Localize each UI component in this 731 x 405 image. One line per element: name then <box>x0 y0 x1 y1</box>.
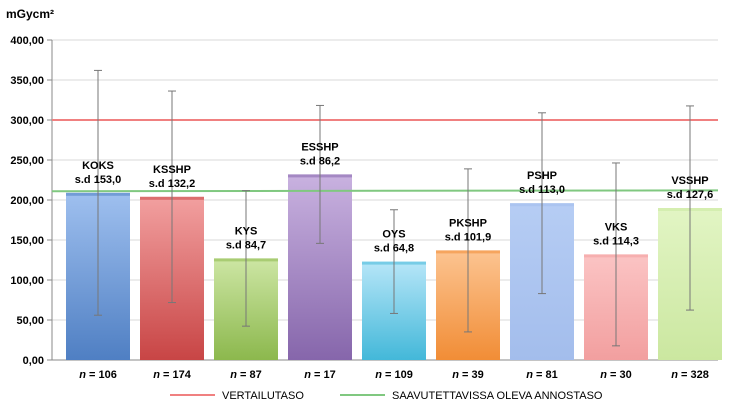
bar-labels: KOKS s.d 153,0 KSSHP s.d 132,2 KYS s.d 84,7 ES… <box>75 141 713 254</box>
n-label: n = 109 <box>375 369 413 381</box>
n-value: = 81 <box>533 369 558 381</box>
n-label: n = 87 <box>230 369 262 381</box>
n-symbol: n <box>600 369 607 381</box>
sd-label: s.d 114,3 <box>593 235 639 247</box>
category-label: KSSHP <box>153 164 191 176</box>
error-bars <box>94 69 694 347</box>
n-symbol: n <box>375 369 382 381</box>
n-value: = 109 <box>382 369 413 381</box>
category-label: PSHP <box>527 170 557 182</box>
sample-size-labels: n = 106 n = 174 n = 87 n = 17 n = 109 n = 39 n… <box>79 369 709 381</box>
reference-line-1 <box>51 189 719 193</box>
category-label: KYS <box>235 225 258 237</box>
n-symbol: n <box>526 369 533 381</box>
category-label: KOKS <box>82 160 114 172</box>
n-symbol: n <box>230 369 237 381</box>
n-value: = 87 <box>237 369 262 381</box>
n-label: n = 17 <box>304 369 336 381</box>
category-label: ESSHP <box>301 141 338 153</box>
n-label: n = 39 <box>452 369 484 381</box>
sd-label: s.d 84,7 <box>226 239 266 251</box>
n-value: = 106 <box>86 369 117 381</box>
n-label: n = 81 <box>526 369 558 381</box>
n-label: n = 328 <box>671 369 709 381</box>
category-label: PKSHP <box>449 217 487 229</box>
legend: VERTAILUTASO SAAVUTETTAVISSA OLEVA ANNOST… <box>170 390 603 402</box>
n-value: = 328 <box>678 369 709 381</box>
reference-lines <box>51 119 719 193</box>
n-value: = 17 <box>311 369 336 381</box>
sd-label: s.d 64,8 <box>374 243 414 255</box>
n-label: n = 106 <box>79 369 117 381</box>
sd-label: s.d 113,0 <box>519 184 565 196</box>
y-tick-label: 250,00 <box>10 155 44 167</box>
n-label: n = 30 <box>600 369 632 381</box>
y-tick-label: 150,00 <box>10 235 44 247</box>
n-symbol: n <box>452 369 459 381</box>
y-tick-label: 100,00 <box>10 275 44 287</box>
y-axis-unit: mGycm² <box>6 7 54 21</box>
y-tick-label: 350,00 <box>10 75 44 87</box>
n-value: = 39 <box>459 369 484 381</box>
legend-label-0: VERTAILUTASO <box>222 390 304 402</box>
n-label: n = 174 <box>153 369 192 381</box>
sd-label: s.d 153,0 <box>75 174 121 186</box>
n-symbol: n <box>671 369 678 381</box>
n-symbol: n <box>304 369 311 381</box>
y-tick-label: 50,00 <box>16 315 44 327</box>
category-label: VKS <box>605 221 628 233</box>
n-symbol: n <box>153 369 160 381</box>
sd-label: s.d 127,6 <box>667 189 713 201</box>
y-tick-label: 200,00 <box>10 195 44 207</box>
n-value: = 30 <box>607 369 632 381</box>
sd-label: s.d 132,2 <box>149 178 195 190</box>
y-tick-label: 400,00 <box>10 35 44 47</box>
y-tick-label: 0,00 <box>23 355 44 367</box>
sd-label: s.d 101,9 <box>445 231 491 243</box>
category-label: VSSHP <box>671 175 708 187</box>
legend-label-1: SAAVUTETTAVISSA OLEVA ANNOSTASO <box>392 390 603 402</box>
sd-label: s.d 86,2 <box>300 155 340 167</box>
n-value: = 174 <box>160 369 192 381</box>
n-symbol: n <box>79 369 86 381</box>
y-tick-label: 300,00 <box>10 115 44 127</box>
y-axis-ticks: 0,00 50,00 100,00 150,00 200,00 250,00 300,00 3… <box>10 35 44 367</box>
category-label: OYS <box>382 229 405 241</box>
